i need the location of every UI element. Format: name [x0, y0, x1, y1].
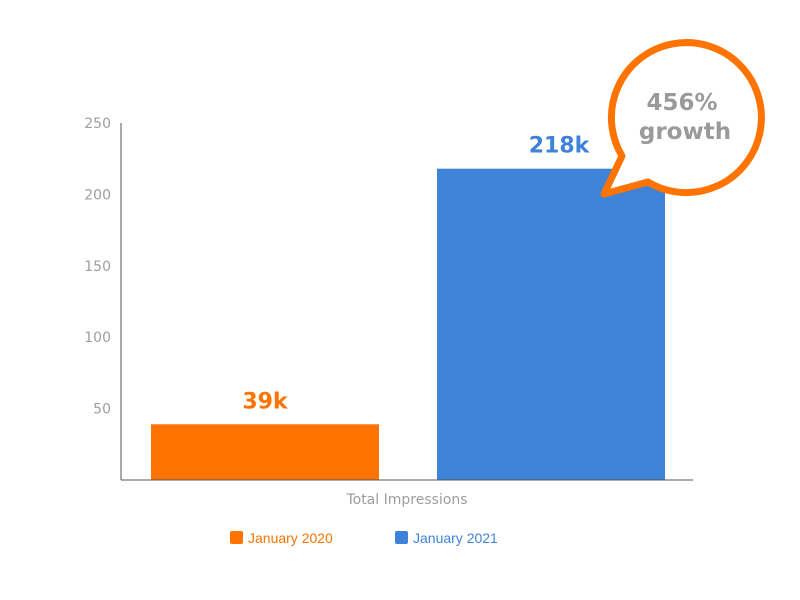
y-tick-label: 200 — [84, 187, 111, 203]
bar — [437, 168, 665, 481]
legend-label[interactable]: January 2021 — [413, 530, 498, 546]
data-label: 39k — [242, 389, 289, 414]
y-tick-label: 150 — [84, 259, 111, 275]
legend-swatch — [395, 531, 408, 544]
data-label: 218k — [529, 134, 591, 159]
y-tick-label: 50 — [93, 402, 111, 418]
callout-line2: growth — [639, 119, 731, 145]
legend-label[interactable]: January 2020 — [248, 530, 333, 546]
y-tick-label: 250 — [84, 116, 111, 132]
callout-bubble — [600, 39, 765, 198]
growth-callout: 456% growth — [600, 39, 765, 198]
bar — [151, 424, 379, 480]
legend-swatch — [230, 531, 243, 544]
x-axis-label: Total Impressions — [345, 492, 467, 508]
callout-line1: 456% — [646, 90, 717, 116]
y-tick-label: 100 — [84, 330, 111, 346]
